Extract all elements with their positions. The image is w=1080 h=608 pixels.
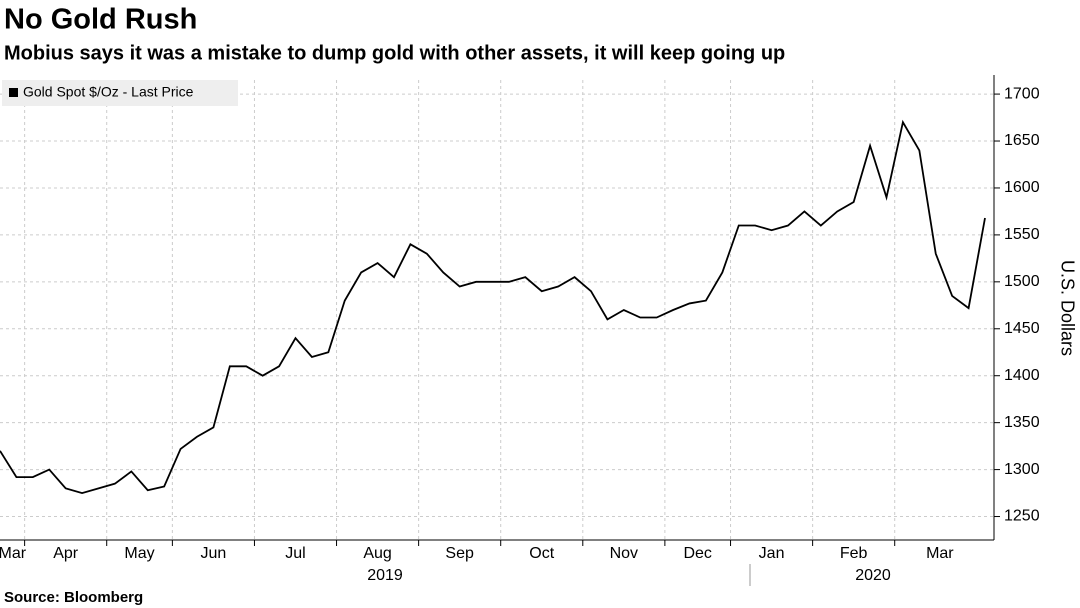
x-tick-label: Sep [445,545,474,562]
y-tick-label: 1400 [1004,367,1040,384]
source: Source: Bloomberg [4,589,143,606]
y-tick-label: 1650 [1004,132,1040,149]
x-tick-label: Aug [363,545,391,562]
x-tick-label: Dec [683,545,711,562]
y-tick-label: 1550 [1004,226,1040,243]
x-tick-label: Jun [201,545,227,562]
x-tick-label: Mar [0,545,27,562]
y-tick-label: 1700 [1004,85,1040,102]
y-tick-label: 1300 [1004,461,1040,478]
year-label: 2019 [367,567,403,584]
legend-box [2,80,238,106]
y-tick-label: 1450 [1004,320,1040,337]
x-tick-label: Nov [610,545,638,562]
x-tick-label: Apr [53,545,79,562]
y-tick-label: 1250 [1004,508,1040,525]
legend-swatch [9,88,18,97]
chart-subtitle: Mobius says it was a mistake to dump gol… [4,42,785,64]
y-tick-label: 1600 [1004,179,1040,196]
y-tick-label: 1500 [1004,273,1040,290]
x-tick-label: Jul [285,545,305,562]
x-tick-label: May [124,545,154,562]
legend-label: Gold Spot $/Oz - Last Price [23,84,194,100]
y-tick-label: 1350 [1004,414,1040,431]
year-label: 2020 [855,567,891,584]
y-axis-label: U.S. Dollars [1057,260,1077,356]
x-tick-label: Oct [529,545,554,562]
price-line [0,119,986,494]
x-tick-label: Jan [759,545,785,562]
x-tick-label: Feb [840,545,868,562]
x-tick-label: Mar [926,545,954,562]
chart-title: No Gold Rush [4,4,197,36]
